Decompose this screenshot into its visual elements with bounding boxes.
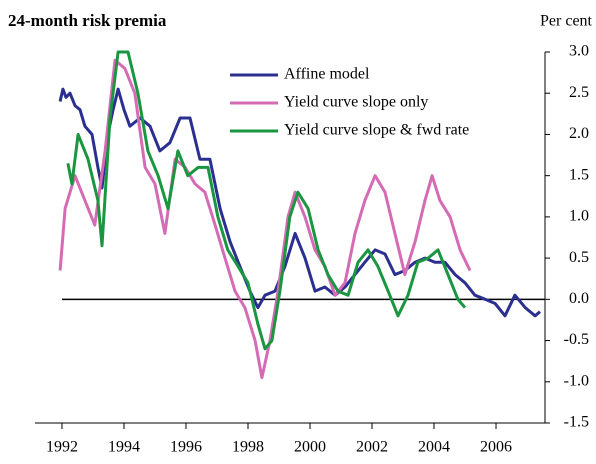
- y-tick-label: 2.0: [569, 125, 589, 142]
- x-tick-label: 2006: [480, 439, 512, 456]
- y-tick-label: 2.5: [569, 84, 589, 101]
- legend-label: Yield curve slope only: [284, 94, 428, 111]
- x-tick-label: 1996: [170, 439, 202, 456]
- y-tick-label: 1.0: [569, 208, 589, 225]
- y-tick-label: 0.0: [569, 290, 589, 307]
- y-tick-label: 3.0: [569, 43, 589, 60]
- y-tick-label: -0.5: [564, 331, 589, 348]
- y-axis-label: Per cent: [540, 13, 593, 30]
- series-line: [66, 50, 467, 351]
- legend-label: Affine model: [284, 66, 370, 83]
- x-tick-label: 2004: [418, 439, 450, 456]
- x-tick-label: 2000: [294, 439, 326, 456]
- x-tick-label: 1998: [232, 439, 264, 456]
- y-tick-label: -1.0: [564, 372, 589, 389]
- y-tick-label: 0.5: [569, 249, 589, 266]
- y-tick-label: -1.5: [564, 414, 589, 431]
- series-line: [58, 87, 541, 318]
- y-tick-label: 1.5: [569, 166, 589, 183]
- series-line: [58, 58, 472, 380]
- x-tick-label: 1994: [108, 439, 140, 456]
- chart-title: 24-month risk premia: [8, 11, 167, 30]
- x-tick-label: 2002: [356, 439, 388, 456]
- legend-label: Yield curve slope & fwd rate: [284, 122, 469, 139]
- x-tick-label: 1992: [46, 439, 78, 456]
